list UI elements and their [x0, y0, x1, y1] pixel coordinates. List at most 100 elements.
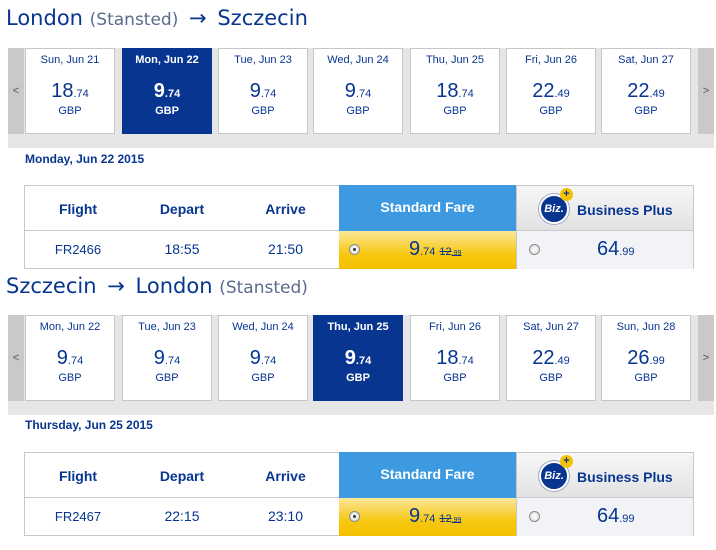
date-label: Mon, Jun 22 [39, 321, 101, 333]
original-price: 12.99 [439, 513, 462, 525]
date-price: 18.74 [51, 80, 89, 102]
col-arrive-header: Arrive [265, 468, 306, 484]
original-price: 12.99 [439, 246, 462, 258]
currency-label: GBP [443, 372, 467, 384]
currency-label: GBP [539, 105, 563, 117]
business-plus-radio[interactable] [529, 244, 540, 255]
table-row [24, 231, 339, 269]
date-price: 9.74 [153, 347, 181, 369]
date-price: 9.74 [344, 347, 372, 369]
currency-label: GBP [58, 105, 82, 117]
prev-dates-button[interactable]: < [8, 48, 24, 134]
currency-label: GBP [155, 372, 179, 384]
date-tab-tue-jun-23[interactable]: Tue, Jun 23 9.74 GBP [122, 315, 212, 401]
date-tab-sat-jun-27[interactable]: Sat, Jun 27 22.49 GBP [601, 48, 691, 134]
currency-label: GBP [443, 105, 467, 117]
table-row [24, 498, 339, 536]
currency-label: GBP [251, 105, 275, 117]
inbound-route-title: Szczecin → London (Stansted) [6, 274, 308, 298]
destination-city: London [135, 274, 213, 298]
currency-label: GBP [58, 372, 82, 384]
business-plus-option[interactable]: 64.99 [516, 231, 694, 269]
date-tab-thu-jun-25-selected[interactable]: Thu, Jun 25 9.74 GBP [313, 315, 403, 401]
date-tab-wed-jun-24[interactable]: Wed, Jun 24 9.74 GBP [218, 315, 308, 401]
business-plus-price: 64.99 [597, 238, 635, 260]
date-label: Wed, Jun 24 [232, 321, 294, 333]
date-price: 22.49 [627, 80, 665, 102]
date-tab-thu-jun-25[interactable]: Thu, Jun 25 18.74 GBP [410, 48, 500, 134]
date-label: Wed, Jun 24 [327, 54, 389, 66]
prev-dates-button[interactable]: < [8, 315, 24, 401]
outbound-date-strip: < Sun, Jun 21 18.74 GBP Mon, Jun 22 9.74… [8, 48, 714, 148]
business-plus-option[interactable]: 64.99 [516, 498, 694, 536]
date-price: 22.49 [532, 347, 570, 369]
date-price: 9.74 [56, 347, 84, 369]
inbound-date-strip: < Mon, Jun 22 9.74 GBP Tue, Jun 23 9.74 … [8, 315, 714, 415]
date-tab-fri-jun-26[interactable]: Fri, Jun 26 22.49 GBP [506, 48, 596, 134]
date-label: Sat, Jun 27 [618, 54, 674, 66]
date-label: Sun, Jun 28 [616, 321, 676, 333]
biz-logo-icon: Biz. [539, 461, 569, 491]
date-price: 9.74 [249, 347, 277, 369]
outbound-fare-table: Flight Depart Arrive Standard Fare Biz. … [24, 185, 694, 269]
date-label: Thu, Jun 25 [327, 321, 389, 333]
plus-icon: + [560, 188, 573, 201]
col-depart-header: Depart [159, 201, 205, 217]
col-depart-header: Depart [159, 468, 205, 484]
table-header-row [24, 452, 339, 498]
origin-city: London [6, 6, 83, 30]
inbound-fare-table: Flight Depart Arrive Standard Fare Biz. … [24, 452, 694, 536]
currency-label: GBP [346, 105, 370, 117]
standard-fare-radio[interactable] [349, 511, 360, 522]
currency-label: GBP [251, 372, 275, 384]
date-tab-sun-jun-28[interactable]: Sun, Jun 28 26.99 GBP [601, 315, 691, 401]
col-flight-header: Flight [58, 201, 98, 217]
date-label: Sat, Jun 27 [523, 321, 579, 333]
depart-time: 22:15 [164, 508, 200, 524]
currency-label: GBP [346, 372, 370, 384]
next-dates-button[interactable]: > [698, 315, 714, 401]
date-tab-sun-jun-21[interactable]: Sun, Jun 21 18.74 GBP [25, 48, 115, 134]
date-label: Thu, Jun 25 [425, 54, 485, 66]
date-tab-mon-jun-22-selected[interactable]: Mon, Jun 22 9.74 GBP [122, 48, 212, 134]
business-plus-header[interactable]: Biz. + Business Plus [516, 452, 694, 498]
date-tab-wed-jun-24[interactable]: Wed, Jun 24 9.74 GBP [313, 48, 403, 134]
next-dates-button[interactable]: > [698, 48, 714, 134]
depart-time: 18:55 [164, 241, 200, 257]
currency-label: GBP [634, 105, 658, 117]
origin-city: Szczecin [6, 274, 97, 298]
standard-fare-option[interactable]: 9.74 12.99 [339, 231, 516, 269]
business-plus-radio[interactable] [529, 511, 540, 522]
currency-label: GBP [634, 372, 658, 384]
business-plus-header[interactable]: Biz. + Business Plus [516, 185, 694, 231]
business-plus-price: 64.99 [597, 505, 635, 527]
outbound-route-title: London (Stansted) → Szczecin [6, 6, 308, 30]
currency-label: GBP [539, 372, 563, 384]
date-tab-fri-jun-26[interactable]: Fri, Jun 26 18.74 GBP [410, 315, 500, 401]
date-price: 18.74 [436, 347, 474, 369]
date-label: Tue, Jun 23 [234, 54, 292, 66]
route-arrow-icon: → [107, 274, 125, 298]
table-header-row [24, 185, 339, 231]
date-label: Sun, Jun 21 [40, 54, 100, 66]
business-plus-label: Business Plus [577, 202, 673, 218]
date-price: 26.99 [627, 347, 665, 369]
date-tab-sat-jun-27[interactable]: Sat, Jun 27 22.49 GBP [506, 315, 596, 401]
date-tab-mon-jun-22[interactable]: Mon, Jun 22 9.74 GBP [25, 315, 115, 401]
arrive-time: 23:10 [267, 508, 304, 524]
standard-fare-radio[interactable] [349, 244, 360, 255]
flight-number: FR2466 [54, 242, 102, 257]
standard-fare-header[interactable]: Standard Fare [339, 185, 516, 231]
destination-city: Szczecin [217, 6, 308, 30]
standard-fare-header[interactable]: Standard Fare [339, 452, 516, 498]
standard-fare-option[interactable]: 9.74 12.99 [339, 498, 516, 536]
destination-airport: (Stansted) [219, 278, 308, 298]
route-arrow-icon: → [189, 6, 207, 30]
col-arrive-header: Arrive [265, 201, 306, 217]
date-tab-tue-jun-23[interactable]: Tue, Jun 23 9.74 GBP [218, 48, 308, 134]
outbound-date-heading: Monday, Jun 22 2015 [25, 152, 145, 166]
business-plus-label: Business Plus [577, 469, 673, 485]
inbound-date-heading: Thursday, Jun 25 2015 [25, 418, 153, 432]
origin-airport: (Stansted) [89, 10, 179, 30]
date-price: 22.49 [532, 80, 570, 102]
